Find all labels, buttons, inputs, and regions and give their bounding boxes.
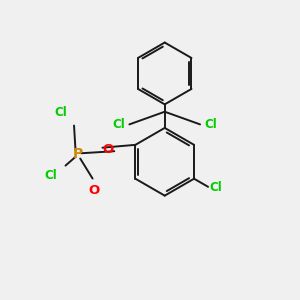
Text: P: P (73, 147, 83, 161)
Text: O: O (102, 143, 113, 156)
Text: Cl: Cl (44, 169, 57, 182)
Text: O: O (88, 184, 100, 197)
Text: Cl: Cl (209, 181, 222, 194)
Text: Cl: Cl (205, 118, 217, 131)
Text: Cl: Cl (112, 118, 125, 131)
Text: Cl: Cl (55, 106, 68, 119)
